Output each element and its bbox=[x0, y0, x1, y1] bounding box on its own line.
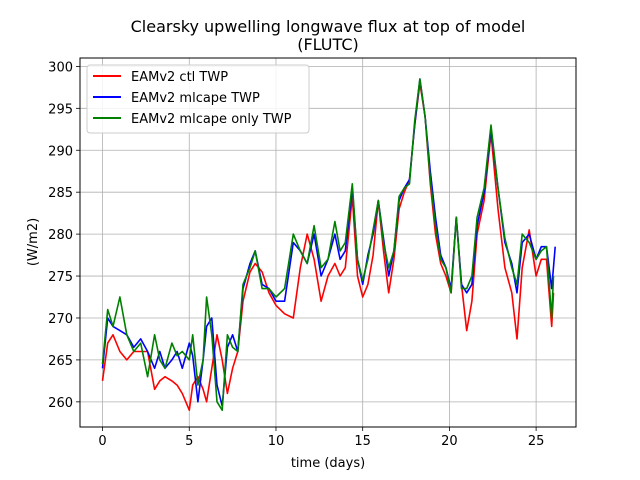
y-tick-label: 300 bbox=[48, 60, 73, 75]
y-axis-label: (W/m2) bbox=[26, 218, 41, 266]
y-tick-label: 290 bbox=[48, 144, 73, 159]
x-tick-label: 0 bbox=[98, 434, 106, 449]
y-tick-label: 270 bbox=[48, 312, 73, 327]
series-line-mlcape-only bbox=[101, 78, 555, 412]
y-tick-label: 275 bbox=[48, 270, 73, 285]
chart-subtitle: (FLUTC) bbox=[297, 35, 359, 54]
legend-label-mlcape-only: EAMv2 mlcape only TWP bbox=[131, 112, 292, 127]
x-axis-label: time (days) bbox=[291, 456, 365, 471]
x-tick-label: 20 bbox=[441, 434, 458, 449]
x-tick-label: 5 bbox=[185, 434, 193, 449]
x-tick-label: 25 bbox=[528, 434, 545, 449]
y-tick-label: 265 bbox=[48, 354, 73, 369]
chart-title: Clearsky upwelling longwave flux at top … bbox=[131, 17, 526, 36]
series-lines bbox=[101, 78, 556, 412]
axis-ticks: 0 5 10 15 20 25 260 265 270 275 280 285 290 295 300 bbox=[48, 60, 544, 449]
legend: EAMv2 ctl TWP EAMv2 mlcape TWP EAMv2 mlc… bbox=[86, 64, 310, 134]
y-tick-label: 285 bbox=[48, 186, 73, 201]
legend-box bbox=[86, 64, 310, 134]
y-tick-label: 280 bbox=[48, 228, 73, 243]
plot-frame bbox=[79, 57, 577, 428]
x-tick-label: 15 bbox=[354, 434, 371, 449]
x-tick-label: 10 bbox=[268, 434, 285, 449]
legend-label-mlcape: EAMv2 mlcape TWP bbox=[131, 91, 260, 106]
legend-label-ctl: EAMv2 ctl TWP bbox=[131, 70, 228, 85]
y-tick-label: 260 bbox=[48, 396, 73, 411]
y-tick-label: 295 bbox=[48, 102, 73, 117]
